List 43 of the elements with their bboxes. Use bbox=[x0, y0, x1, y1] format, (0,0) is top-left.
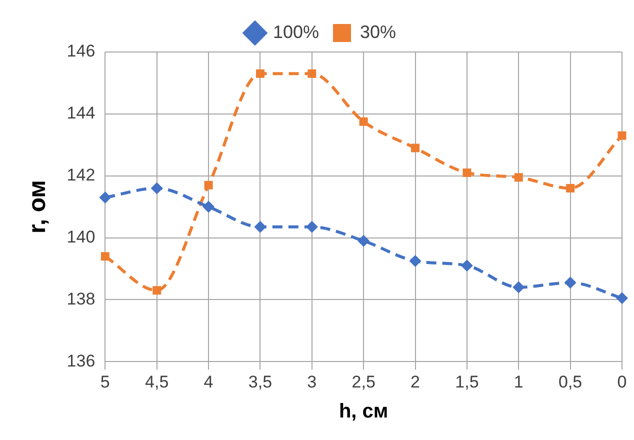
point bbox=[411, 144, 420, 152]
x-tick-label: 4 bbox=[204, 372, 214, 392]
point bbox=[306, 220, 318, 233]
x-tick-label: 0,5 bbox=[558, 372, 582, 392]
x-tick-label: 4,5 bbox=[145, 372, 169, 392]
point bbox=[462, 168, 472, 177]
x-tick-label: 2,5 bbox=[352, 372, 376, 392]
legend-label: 100% bbox=[272, 22, 320, 42]
point bbox=[460, 260, 473, 272]
y-tick-label: 140 bbox=[66, 227, 96, 246]
point bbox=[100, 252, 110, 261]
point bbox=[254, 220, 266, 233]
point bbox=[514, 173, 523, 182]
point bbox=[152, 286, 162, 295]
y-tick-label: 138 bbox=[66, 289, 96, 308]
x-axis-title: h, см bbox=[338, 400, 388, 423]
y-tick-label: 144 bbox=[66, 104, 96, 123]
point bbox=[618, 131, 626, 140]
point bbox=[359, 117, 368, 126]
x-tick-label: 5 bbox=[100, 372, 110, 392]
point bbox=[616, 292, 628, 304]
x-tick-label: 0 bbox=[617, 372, 627, 392]
x-tick-label: 3 bbox=[307, 372, 317, 392]
point bbox=[564, 276, 576, 289]
y-tick-label: 142 bbox=[66, 166, 96, 185]
point bbox=[358, 234, 370, 247]
y-axis-title: r, ом bbox=[24, 180, 52, 234]
y-tick-label: 146 bbox=[66, 42, 96, 61]
x-tick-label: 1 bbox=[514, 372, 524, 392]
point bbox=[409, 254, 422, 267]
point bbox=[256, 69, 264, 78]
y-tick-label: 136 bbox=[66, 351, 96, 370]
x-tick-label: 1,5 bbox=[455, 372, 479, 392]
x-tick-label: 3,5 bbox=[248, 372, 272, 392]
point bbox=[202, 200, 215, 213]
point bbox=[566, 184, 575, 192]
point bbox=[99, 192, 112, 204]
point bbox=[308, 69, 316, 78]
legend-label: 30% bbox=[360, 22, 396, 42]
x-tick-label: 2 bbox=[410, 372, 420, 392]
point bbox=[512, 281, 525, 294]
point bbox=[150, 182, 163, 194]
point bbox=[204, 180, 213, 190]
